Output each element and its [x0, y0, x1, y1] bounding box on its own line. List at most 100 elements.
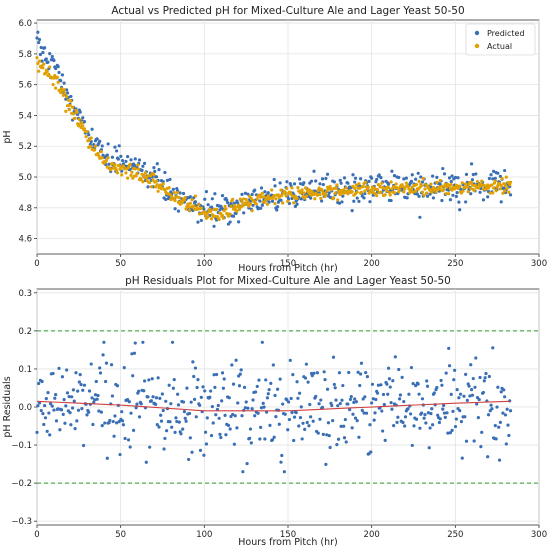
residual-point — [320, 405, 325, 409]
residual-point — [481, 390, 486, 395]
top-point-predicted — [425, 194, 430, 198]
top-point-predicted — [229, 201, 233, 205]
residual-point — [192, 374, 196, 379]
top-point-predicted — [314, 179, 318, 183]
top-point-actual — [375, 188, 380, 192]
residual-point — [181, 400, 186, 404]
top-point-actual — [246, 200, 250, 204]
top-point-actual — [336, 189, 341, 193]
top-point-predicted — [464, 200, 468, 204]
residual-point — [354, 400, 358, 404]
top-point-actual — [99, 150, 103, 154]
residual-point — [478, 375, 482, 380]
residual-point — [484, 371, 488, 376]
top-point-predicted — [267, 200, 271, 204]
residual-point — [381, 392, 386, 397]
residual-point — [81, 388, 85, 392]
top-point-actual — [93, 144, 98, 148]
top-point-predicted — [90, 127, 94, 131]
residual-point — [348, 397, 353, 402]
top-point-actual — [376, 183, 380, 187]
bottom-y-axis-label: pH Residuals — [2, 376, 13, 437]
top-point-actual — [330, 188, 334, 192]
residual-point — [41, 411, 45, 416]
residual-point — [204, 442, 209, 446]
residual-point — [170, 425, 174, 429]
residual-point — [192, 397, 197, 401]
residual-point — [103, 421, 107, 425]
residual-point — [425, 384, 430, 388]
top-point-actual — [104, 158, 109, 162]
residual-point — [117, 420, 121, 424]
top-point-predicted — [113, 145, 117, 149]
top-point-actual — [36, 61, 40, 66]
residual-point — [353, 397, 357, 401]
top-point-predicted — [240, 192, 244, 196]
top-point-actual — [385, 189, 389, 193]
top-point-actual — [363, 189, 367, 193]
residual-point — [427, 446, 431, 450]
residual-point — [364, 411, 369, 415]
residual-point — [65, 368, 69, 372]
residual-point — [53, 396, 57, 400]
bottom-chart: pH Residuals Plot for Mixed-Culture Ale … — [2, 275, 547, 548]
top-point-predicted — [100, 144, 104, 148]
top-point-predicted — [116, 157, 120, 161]
residual-point — [418, 426, 422, 430]
residual-point — [437, 420, 441, 425]
residual-point — [128, 445, 132, 449]
residual-point — [113, 414, 117, 418]
top-point-predicted — [402, 177, 406, 181]
top-point-predicted — [37, 40, 41, 45]
top-point-predicted — [155, 162, 159, 166]
residual-point — [131, 428, 136, 432]
residual-point — [43, 416, 48, 420]
top-point-predicted — [409, 179, 414, 183]
top-point-predicted — [272, 177, 276, 182]
top-point-predicted — [275, 208, 279, 212]
residual-point — [400, 375, 404, 379]
residual-point — [344, 440, 348, 444]
residual-point — [115, 421, 119, 425]
residual-point — [314, 394, 318, 399]
top-point-predicted — [457, 200, 461, 204]
residual-point — [464, 439, 469, 443]
residual-point — [348, 407, 352, 412]
top-point-predicted — [81, 116, 85, 120]
residual-point — [402, 400, 406, 404]
top-y-tick-label: 5.0 — [18, 173, 32, 183]
residual-point — [257, 378, 261, 382]
top-point-actual — [242, 197, 246, 201]
top-point-actual — [159, 183, 163, 187]
residual-point — [144, 460, 148, 464]
top-point-predicted — [69, 94, 73, 99]
residual-point — [132, 351, 137, 355]
top-point-predicted — [502, 186, 506, 190]
residual-point — [383, 438, 387, 443]
residual-point — [438, 417, 442, 421]
top-point-actual — [429, 182, 433, 186]
residual-point — [209, 389, 213, 393]
residual-point — [58, 428, 62, 432]
top-point-predicted — [226, 201, 230, 205]
top-point-predicted — [65, 88, 69, 92]
residual-point — [191, 360, 195, 364]
top-point-actual — [37, 69, 41, 73]
top-point-predicted — [154, 175, 159, 179]
residual-point — [35, 430, 39, 434]
residual-point — [77, 380, 81, 384]
top-point-predicted — [350, 209, 354, 213]
top-point-predicted — [431, 174, 435, 178]
residual-point — [123, 436, 127, 441]
top-point-predicted — [57, 70, 61, 75]
top-point-predicted — [206, 203, 210, 207]
residual-point — [245, 462, 249, 466]
top-point-predicted — [414, 177, 418, 181]
top-point-actual — [259, 195, 264, 199]
top-point-actual — [81, 124, 85, 128]
residual-point — [482, 379, 486, 383]
residual-point — [331, 355, 336, 359]
residual-point — [182, 410, 186, 414]
residual-point — [146, 395, 150, 399]
